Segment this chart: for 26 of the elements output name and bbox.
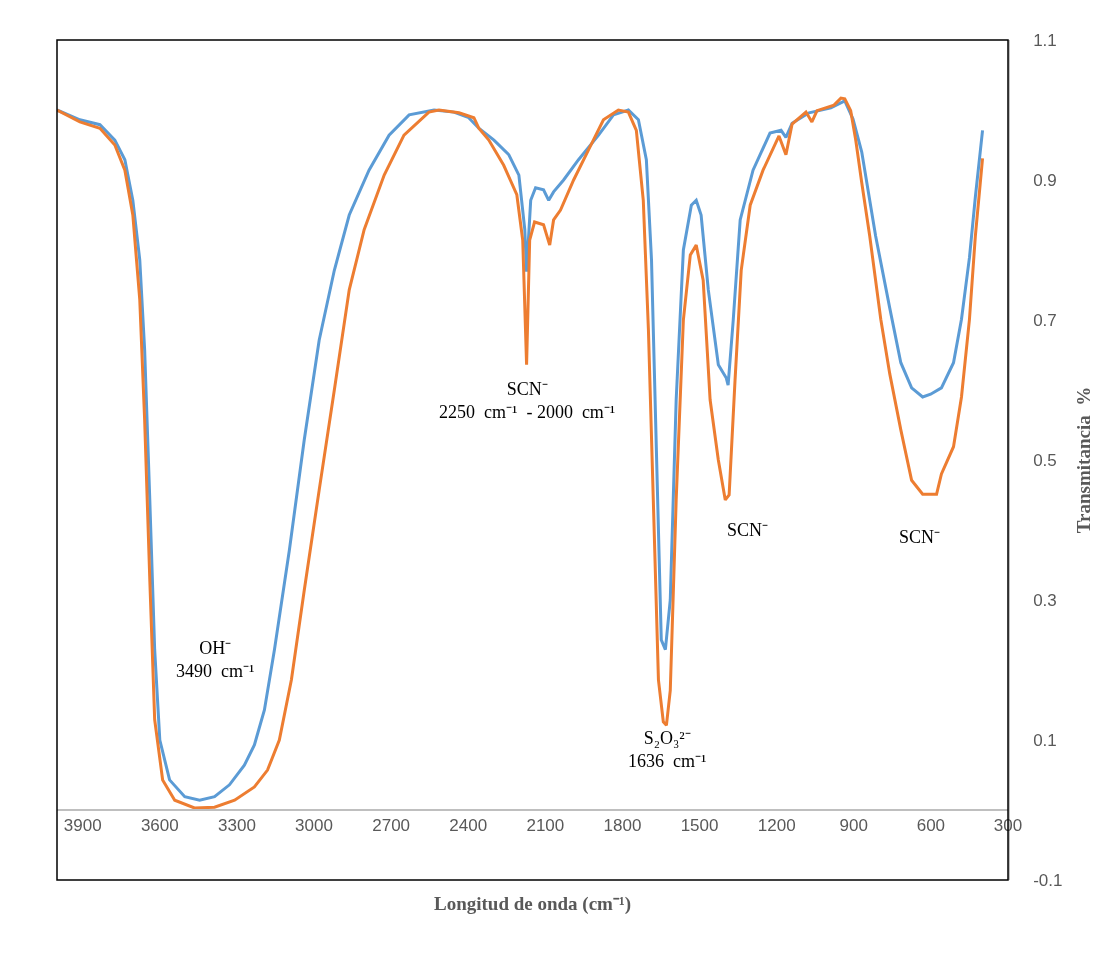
annotation: SCN⁻ [899, 527, 941, 547]
x-tick-label: 3000 [295, 816, 333, 836]
x-tick-label: 600 [916, 816, 946, 836]
y-axis-title: Transmitancia % [1072, 386, 1094, 534]
y-tick-label: 0.1 [1033, 730, 1057, 750]
x-tick-label: 1500 [680, 816, 719, 836]
x-axis-title: Longitud de onda (cm⁻¹) [434, 893, 631, 916]
x-tick-label: 2100 [526, 816, 565, 836]
y-tick-label: 0.3 [1033, 590, 1057, 610]
annotation: OH⁻ 3490 cm⁻¹ [176, 638, 255, 682]
annotation: S₂O₃²⁻ 1636 cm⁻¹ [628, 728, 707, 772]
x-tick-label: 1200 [757, 816, 796, 836]
x-tick-label: 3900 [63, 816, 102, 836]
x-tick-label: 900 [839, 816, 868, 836]
y-tick-label: 1.1 [1033, 30, 1057, 50]
x-tick-label: 2400 [449, 816, 488, 836]
y-tick-label: 0.5 [1033, 450, 1057, 470]
y-tick-label: 0.7 [1033, 310, 1057, 330]
x-tick-label: 2700 [372, 816, 411, 836]
x-tick-label: 3600 [140, 816, 179, 836]
x-tick-label: 3300 [218, 816, 256, 836]
y-tick-label: 0.9 [1033, 170, 1057, 190]
y-tick-label: -0.1 [1033, 870, 1063, 890]
x-tick-label: 1800 [603, 816, 642, 836]
annotation: SCN⁻ [727, 520, 769, 540]
annotation: SCN⁻ 2250 cm⁻¹ - 2000 cm⁻¹ [439, 379, 616, 423]
